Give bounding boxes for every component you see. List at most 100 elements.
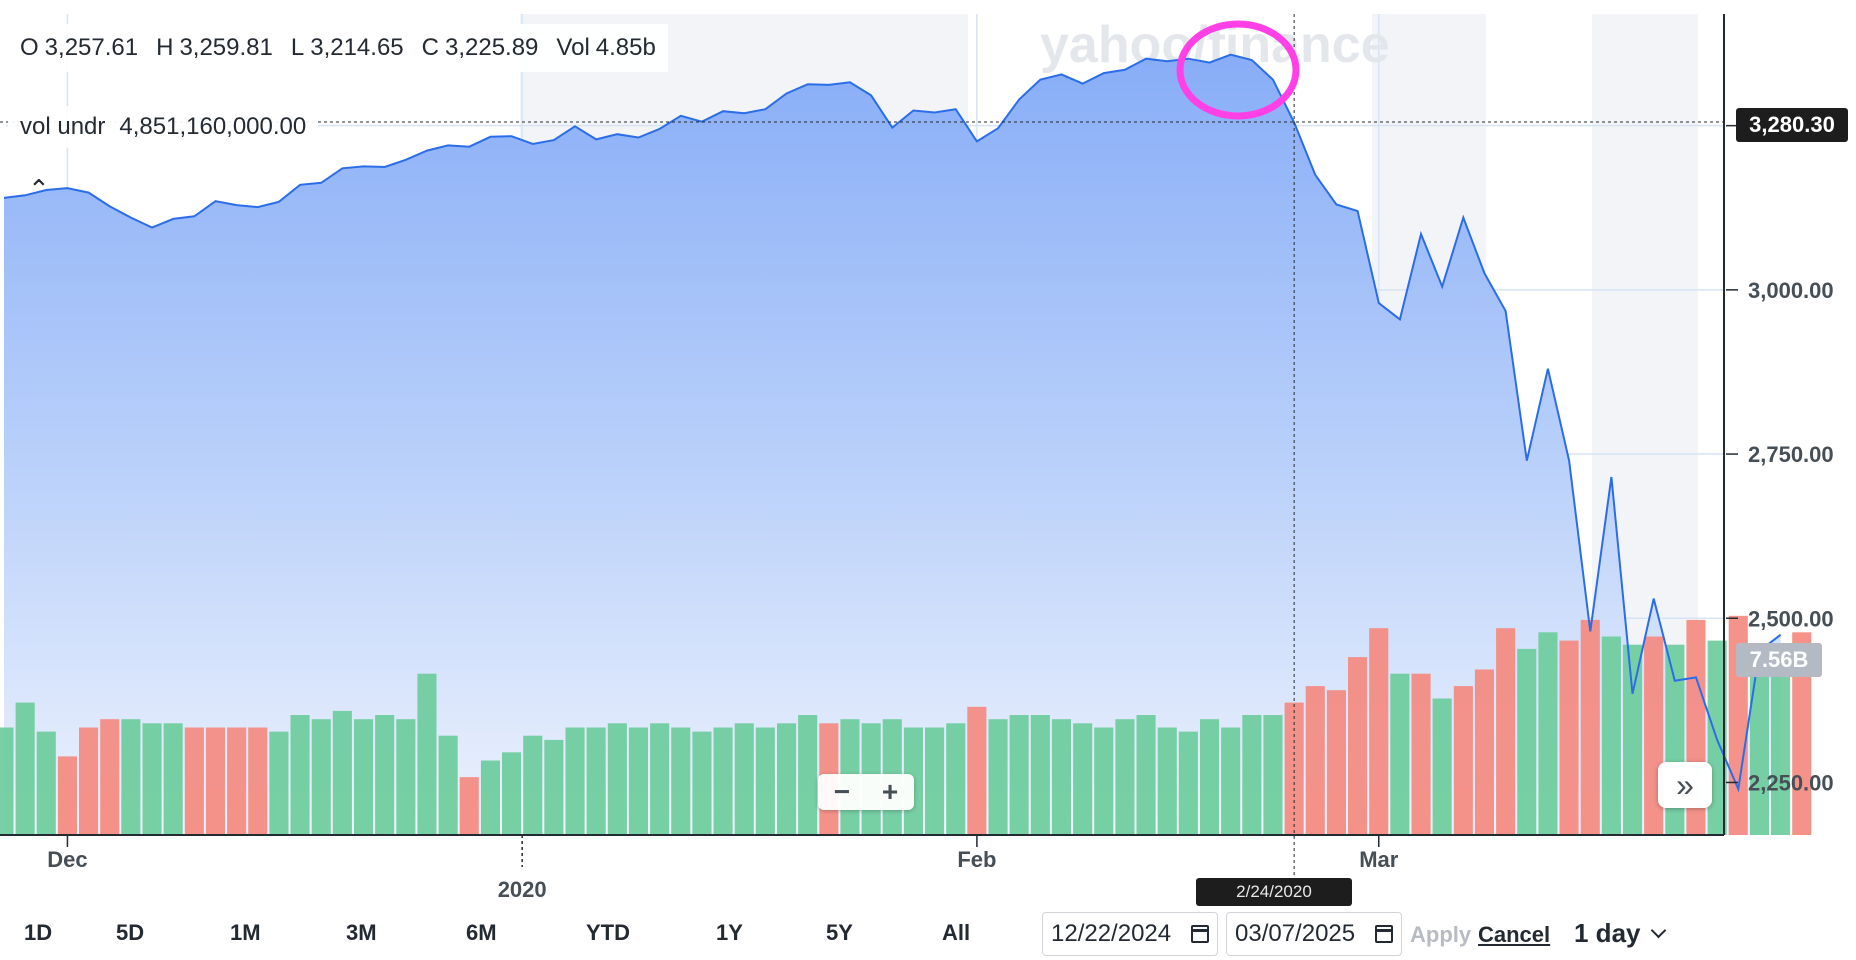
volume-bar — [227, 727, 247, 835]
date-to-input[interactable]: 03/07/2025 — [1226, 912, 1402, 956]
y-tick-label: 3,000.00 — [1748, 278, 1834, 303]
volume-bar — [1348, 657, 1368, 835]
volume-bar — [1242, 715, 1262, 835]
volume-bar — [777, 723, 797, 835]
volume-bar — [57, 756, 77, 835]
volume-bar — [36, 731, 56, 835]
volume-bar — [480, 760, 500, 835]
date-from-value: 12/22/2024 — [1051, 920, 1172, 947]
volume-bar — [269, 731, 289, 835]
zoom-out-button[interactable]: − — [833, 776, 851, 807]
volume-bar — [332, 710, 352, 835]
volume-bar — [205, 727, 225, 835]
zoom-controls: − + — [818, 774, 914, 810]
volume-bar — [1517, 648, 1537, 835]
open-value: 3,257.61 — [44, 34, 139, 61]
range-3m-button[interactable]: 3M — [346, 920, 377, 945]
current-price-tag: 3,280.30 — [1736, 108, 1848, 142]
volume-bar — [1496, 628, 1516, 835]
interval-select[interactable]: 1 day — [1574, 918, 1666, 949]
zoom-in-button[interactable]: + — [881, 776, 899, 807]
price-line — [3, 53, 1782, 793]
price-chart[interactable]: yahoo/finance 2,250.002,500.002,750.003,… — [0, 0, 1856, 912]
volume-bar — [1305, 686, 1325, 835]
volume-bar — [523, 735, 543, 835]
volume-bar — [967, 706, 987, 835]
volume-bar — [100, 719, 120, 835]
vol-undr-readout: vol undr 4,851,160,000.00 — [8, 106, 319, 148]
volume-bar — [0, 727, 14, 835]
calendar-icon[interactable] — [1375, 925, 1393, 943]
close-label: C — [421, 34, 439, 61]
volume-bar — [1559, 640, 1579, 835]
volume-bar — [734, 723, 754, 835]
volume-bar — [607, 723, 627, 835]
volume-bar — [692, 731, 712, 835]
volume-bar — [1474, 669, 1494, 835]
volume-bar — [1051, 719, 1071, 835]
scroll-to-latest-button[interactable]: » — [1658, 762, 1712, 808]
volume-value: 4.85b — [595, 34, 656, 61]
range-5y-button[interactable]: 5Y — [826, 920, 853, 945]
x-year-label: 2020 — [498, 877, 547, 902]
volume-bar — [354, 719, 374, 835]
x-tick-label: Mar — [1359, 847, 1399, 872]
volume-bar — [1263, 715, 1283, 835]
volume-bar — [1009, 715, 1029, 835]
close-value: 3,225.89 — [444, 34, 539, 61]
date-to-value: 03/07/2025 — [1235, 920, 1356, 947]
volume-bar — [311, 719, 331, 835]
volume-bar — [946, 723, 966, 835]
range-1m-button[interactable]: 1M — [230, 920, 261, 945]
volume-bar — [248, 727, 268, 835]
range-6m-button[interactable]: 6M — [466, 920, 497, 945]
volume-bar — [925, 727, 945, 835]
range-5d-button[interactable]: 5D — [116, 920, 145, 945]
volume-bar — [1136, 715, 1156, 835]
volume-bar — [1178, 731, 1198, 835]
apply-button[interactable]: Apply — [1410, 922, 1472, 947]
volume-bar — [1580, 619, 1600, 835]
volume-bar — [375, 715, 395, 835]
volume-bar — [15, 702, 35, 835]
volume-bar — [1792, 632, 1812, 835]
y-tick-label: 2,500.00 — [1748, 606, 1834, 631]
volume-bar — [290, 715, 310, 835]
collapse-chevron-icon[interactable]: ⌃ — [28, 174, 50, 204]
volume-bar — [1284, 702, 1304, 835]
y-tick-label: 2,250.00 — [1748, 770, 1834, 795]
low-label: L — [290, 34, 305, 61]
cancel-button[interactable]: Cancel — [1478, 922, 1551, 947]
volume-bar — [628, 727, 648, 835]
volume-bar — [1538, 632, 1558, 835]
volume-bar — [1157, 727, 1177, 835]
volume-bar — [1771, 648, 1791, 835]
volume-bar — [544, 739, 564, 835]
volume-bar — [459, 777, 479, 835]
vol-undr-value: 4,851,160,000.00 — [119, 113, 307, 140]
volume-bar — [1369, 628, 1389, 835]
volume-bar — [502, 752, 522, 835]
volume-bar — [650, 723, 670, 835]
volume-bar — [417, 673, 437, 835]
date-from-input[interactable]: 12/22/2024 — [1042, 912, 1218, 956]
volume-bar — [586, 727, 606, 835]
volume-bar — [1432, 698, 1452, 835]
volume-bar — [1453, 686, 1473, 835]
calendar-icon[interactable] — [1191, 925, 1209, 943]
range-all-button[interactable]: All — [942, 920, 971, 945]
low-value: 3,214.65 — [310, 34, 404, 61]
volume-bar — [671, 727, 691, 835]
y-tick-label: 2,750.00 — [1748, 442, 1834, 467]
volume-bar — [1030, 715, 1050, 835]
volume-bars — [0, 615, 1812, 835]
volume-tag: 7.56B — [1736, 643, 1822, 677]
range-ytd-button[interactable]: YTD — [586, 920, 630, 945]
volume-bar — [988, 719, 1008, 835]
high-label: H — [156, 34, 174, 61]
volume-bar — [438, 735, 458, 835]
volume-bar — [1601, 636, 1621, 835]
range-1d-button[interactable]: 1D — [24, 920, 53, 945]
volume-bar — [1200, 719, 1220, 835]
range-1y-button[interactable]: 1Y — [716, 920, 743, 945]
